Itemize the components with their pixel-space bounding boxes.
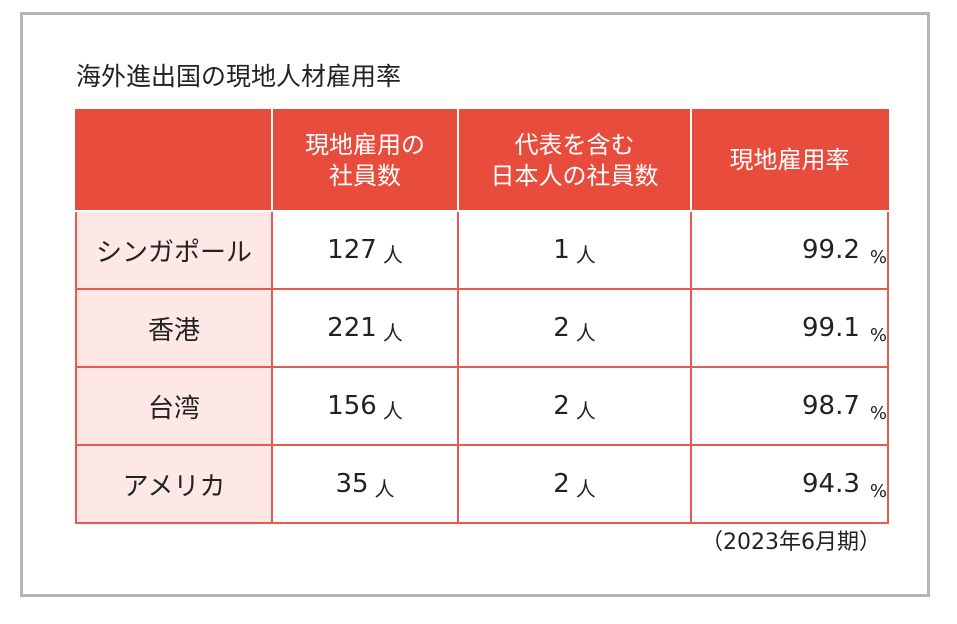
local-unit: 人 [382, 399, 403, 423]
japanese-unit: 人 [575, 399, 596, 423]
japanese-count: 2 [553, 469, 570, 499]
header-japanese-employees: 代表を含む 日本人の社員数 [457, 109, 692, 212]
rate-value: 94.3 [802, 469, 860, 499]
local-count-cell: 127 人 [271, 210, 459, 290]
period-note: （2023年6月期） [701, 530, 881, 555]
rate-unit: % [869, 247, 887, 268]
local-count: 35 [335, 469, 369, 499]
rate-unit: % [869, 325, 887, 346]
local-count-cell: 156 人 [271, 366, 459, 446]
rate-unit: % [869, 403, 887, 424]
header-local-employees-line1: 現地雇用の [305, 130, 425, 159]
table-header-row: 現地雇用の 社員数 代表を含む 日本人の社員数 現地雇用率 [75, 109, 889, 212]
header-local-employees: 現地雇用の 社員数 [271, 109, 459, 212]
rate-value: 99.1 [802, 313, 860, 343]
local-unit: 人 [382, 243, 403, 267]
header-japanese-employees-line1: 代表を含む [514, 130, 635, 159]
japanese-count: 1 [553, 235, 570, 265]
country-cell: シンガポール [75, 210, 273, 290]
local-count: 127 [327, 235, 377, 265]
local-count: 221 [327, 313, 377, 343]
japanese-count: 2 [553, 313, 570, 343]
local-count: 156 [327, 391, 377, 421]
country-cell: アメリカ [75, 444, 273, 524]
header-japanese-employees-line2: 日本人の社員数 [490, 161, 659, 190]
japanese-unit: 人 [575, 243, 596, 267]
header-local-employees-line2: 社員数 [329, 161, 401, 190]
country-cell: 台湾 [75, 366, 273, 446]
header-blank [75, 109, 273, 212]
header-rate: 現地雇用率 [690, 109, 889, 212]
country-cell: 香港 [75, 288, 273, 368]
local-count-cell: 221 人 [271, 288, 459, 368]
rate-cell: 98.7% [690, 366, 889, 446]
local-count-cell: 35 人 [271, 444, 459, 524]
japanese-unit: 人 [575, 477, 596, 501]
local-unit: 人 [374, 477, 395, 501]
rate-value: 98.7 [802, 391, 860, 421]
rate-unit: % [869, 481, 887, 502]
rate-cell: 94.3% [690, 444, 889, 524]
employment-table: 現地雇用の 社員数 代表を含む 日本人の社員数 現地雇用率 シンガポール 127… [75, 109, 889, 524]
rate-value: 99.2 [802, 235, 860, 265]
page-title: 海外進出国の現地人材雇用率 [76, 62, 402, 91]
local-unit: 人 [382, 321, 403, 345]
rate-cell: 99.2% [690, 210, 889, 290]
japanese-unit: 人 [575, 321, 596, 345]
rate-cell: 99.1% [690, 288, 889, 368]
japanese-count: 2 [553, 391, 570, 421]
